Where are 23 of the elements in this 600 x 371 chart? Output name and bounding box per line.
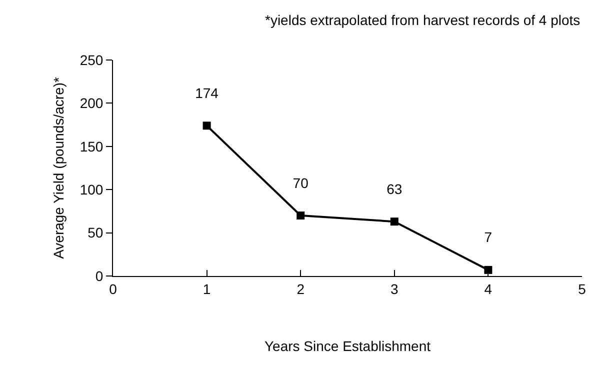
x-tick-label: 1 — [202, 280, 211, 297]
y-tick-label: 50 — [88, 224, 104, 241]
y-tick-label: 0 — [95, 268, 104, 284]
y-tick-label: 150 — [80, 138, 104, 154]
x-tick-label: 5 — [578, 280, 586, 297]
data-label: 7 — [484, 229, 492, 246]
y-tick-label: 250 — [80, 52, 104, 68]
data-label: 63 — [386, 180, 402, 197]
data-label: 70 — [292, 174, 309, 191]
y-tick-label: 100 — [80, 182, 104, 198]
point — [202, 122, 211, 130]
point — [484, 266, 492, 274]
data-label: 174 — [195, 84, 219, 101]
y-tick-label: 200 — [80, 95, 104, 112]
x-tick-label: 2 — [296, 280, 305, 297]
text: *yields extrapolated from harvest records of 4 plots — [265, 12, 580, 28]
x-tick-label: 3 — [390, 280, 398, 297]
x-axis-title: Years Since Establishment — [264, 338, 431, 354]
x-tick-label: 0 — [109, 280, 118, 297]
point — [296, 212, 305, 220]
point — [390, 218, 398, 226]
y-axis-title: Average Yield (pounds/acre)* — [50, 76, 66, 259]
x-tick-label: 4 — [484, 280, 492, 297]
